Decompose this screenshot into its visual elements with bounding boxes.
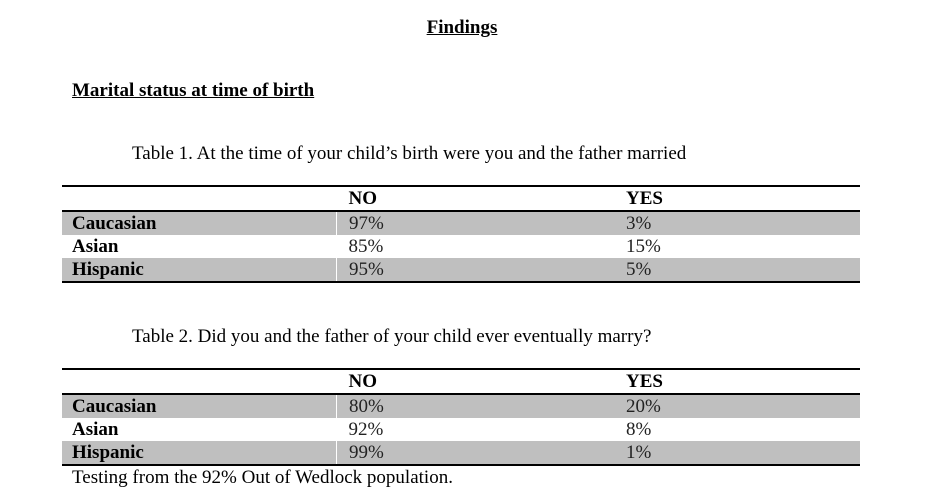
value-yes: 3%: [626, 213, 652, 234]
value-yes: 15%: [626, 236, 661, 257]
table-header-row: NO YES: [62, 186, 860, 211]
page-title: Findings: [426, 17, 498, 38]
section-heading: Marital status at time of birth: [72, 80, 315, 101]
table-2: NO YES Caucasian 80% 20% Asian 92% 8% Hi…: [62, 368, 860, 466]
header-yes: YES: [626, 188, 663, 209]
value-no: 92%: [348, 419, 384, 440]
table-row: Asian 92% 8%: [62, 418, 860, 441]
row-label: Caucasian: [72, 213, 157, 234]
row-label: Hispanic: [72, 259, 144, 280]
row-label: Hispanic: [72, 442, 144, 463]
value-yes: 1%: [626, 442, 652, 463]
table-2-caption: Table 2. Did you and the father of your …: [132, 326, 652, 347]
value-no: 80%: [336, 394, 616, 418]
header-group-cell: [62, 369, 337, 394]
value-yes: 5%: [626, 259, 652, 280]
value-no: 97%: [336, 211, 616, 235]
header-group-cell: [62, 186, 337, 211]
header-yes: YES: [626, 371, 663, 392]
value-no: 95%: [336, 258, 616, 282]
header-no: NO: [348, 371, 378, 392]
table-row: Caucasian 80% 20%: [62, 394, 860, 418]
table-1-caption: Table 1. At the time of your child’s bir…: [132, 143, 687, 164]
value-no: 99%: [336, 441, 616, 465]
table-row: Hispanic 99% 1%: [62, 441, 860, 465]
value-yes: 8%: [626, 419, 652, 440]
value-yes: 20%: [626, 396, 661, 417]
row-label: Asian: [72, 419, 119, 440]
footnote: Testing from the 92% Out of Wedlock popu…: [72, 467, 453, 488]
table-1: NO YES Caucasian 97% 3% Asian 85% 15% Hi…: [62, 185, 860, 283]
header-no: NO: [348, 188, 378, 209]
table-row: Caucasian 97% 3%: [62, 211, 860, 235]
table-row: Asian 85% 15%: [62, 235, 860, 258]
table-header-row: NO YES: [62, 369, 860, 394]
row-label: Caucasian: [72, 396, 157, 417]
value-no: 85%: [348, 236, 384, 257]
table-row: Hispanic 95% 5%: [62, 258, 860, 282]
row-label: Asian: [72, 236, 119, 257]
